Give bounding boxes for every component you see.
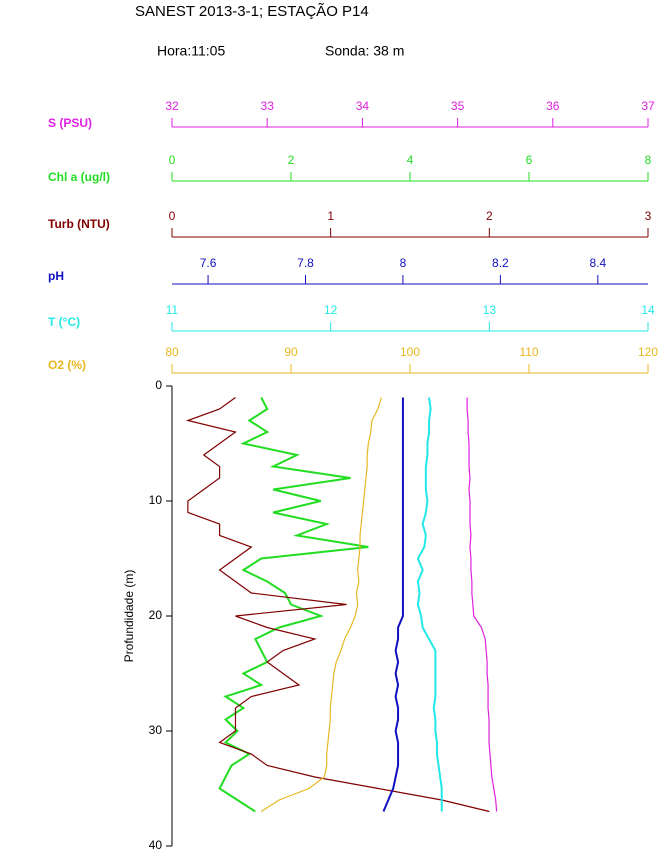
axis-label: T (°C) bbox=[48, 315, 80, 329]
profile-line bbox=[218, 397, 369, 813]
x-tick-label: 2 bbox=[486, 209, 493, 223]
chart-title: SANEST 2013-3-1; ESTAÇÃO P14 bbox=[135, 3, 369, 20]
y-axis-label: Profundidade (m) bbox=[122, 570, 136, 663]
axis-label: S (PSU) bbox=[48, 116, 92, 130]
x-tick-label: 34 bbox=[356, 99, 370, 113]
x-tick-label: 0 bbox=[169, 153, 176, 167]
x-tick-label: 8 bbox=[400, 256, 407, 270]
x-tick-label: 6 bbox=[526, 153, 533, 167]
x-tick-label: 11 bbox=[166, 303, 179, 317]
x-tick-label: 8.4 bbox=[589, 256, 606, 270]
x-tick-label: 0 bbox=[169, 209, 176, 223]
x-tick-label: 8.2 bbox=[492, 256, 509, 270]
x-tick-label: 100 bbox=[400, 345, 420, 359]
profile-line bbox=[185, 397, 490, 813]
axis-label: Turb (NTU) bbox=[48, 217, 110, 231]
y-tick-label: 0 bbox=[155, 378, 162, 392]
x-tick-label: 90 bbox=[284, 345, 298, 359]
profile-line bbox=[260, 397, 383, 813]
annotation: Hora:11:05 bbox=[157, 43, 225, 59]
x-tick-label: 3 bbox=[645, 209, 652, 223]
x-tick-label: 7.8 bbox=[297, 256, 314, 270]
x-tick-label: 12 bbox=[324, 303, 338, 317]
x-tick-label: 33 bbox=[261, 99, 275, 113]
axis-label: O2 (%) bbox=[48, 358, 86, 372]
y-tick-label: 40 bbox=[149, 838, 163, 852]
x-tick-label: 14 bbox=[641, 303, 655, 317]
annotation: Sonda: 38 m bbox=[325, 43, 404, 59]
axis-label: Chl a (ug/l) bbox=[48, 170, 110, 184]
x-tick-label: 36 bbox=[546, 99, 560, 113]
profile-line bbox=[416, 397, 443, 812]
y-tick-label: 20 bbox=[149, 608, 163, 622]
x-tick-label: 80 bbox=[165, 345, 179, 359]
x-tick-label: 2 bbox=[288, 153, 295, 167]
y-tick-label: 30 bbox=[149, 723, 163, 737]
x-tick-label: 110 bbox=[519, 345, 538, 359]
x-tick-label: 37 bbox=[641, 99, 655, 113]
x-tick-label: 35 bbox=[451, 99, 465, 113]
x-tick-label: 8 bbox=[645, 153, 652, 167]
x-tick-label: 120 bbox=[638, 345, 658, 359]
x-tick-label: 13 bbox=[483, 303, 497, 317]
axis-label: pH bbox=[48, 269, 64, 283]
profile-line bbox=[466, 397, 498, 812]
x-tick-label: 1 bbox=[327, 209, 334, 223]
x-tick-label: 7.6 bbox=[200, 256, 217, 270]
profile-line bbox=[382, 397, 404, 812]
y-tick-label: 10 bbox=[149, 493, 163, 507]
x-tick-label: 4 bbox=[407, 153, 414, 167]
x-tick-label: 32 bbox=[165, 99, 179, 113]
